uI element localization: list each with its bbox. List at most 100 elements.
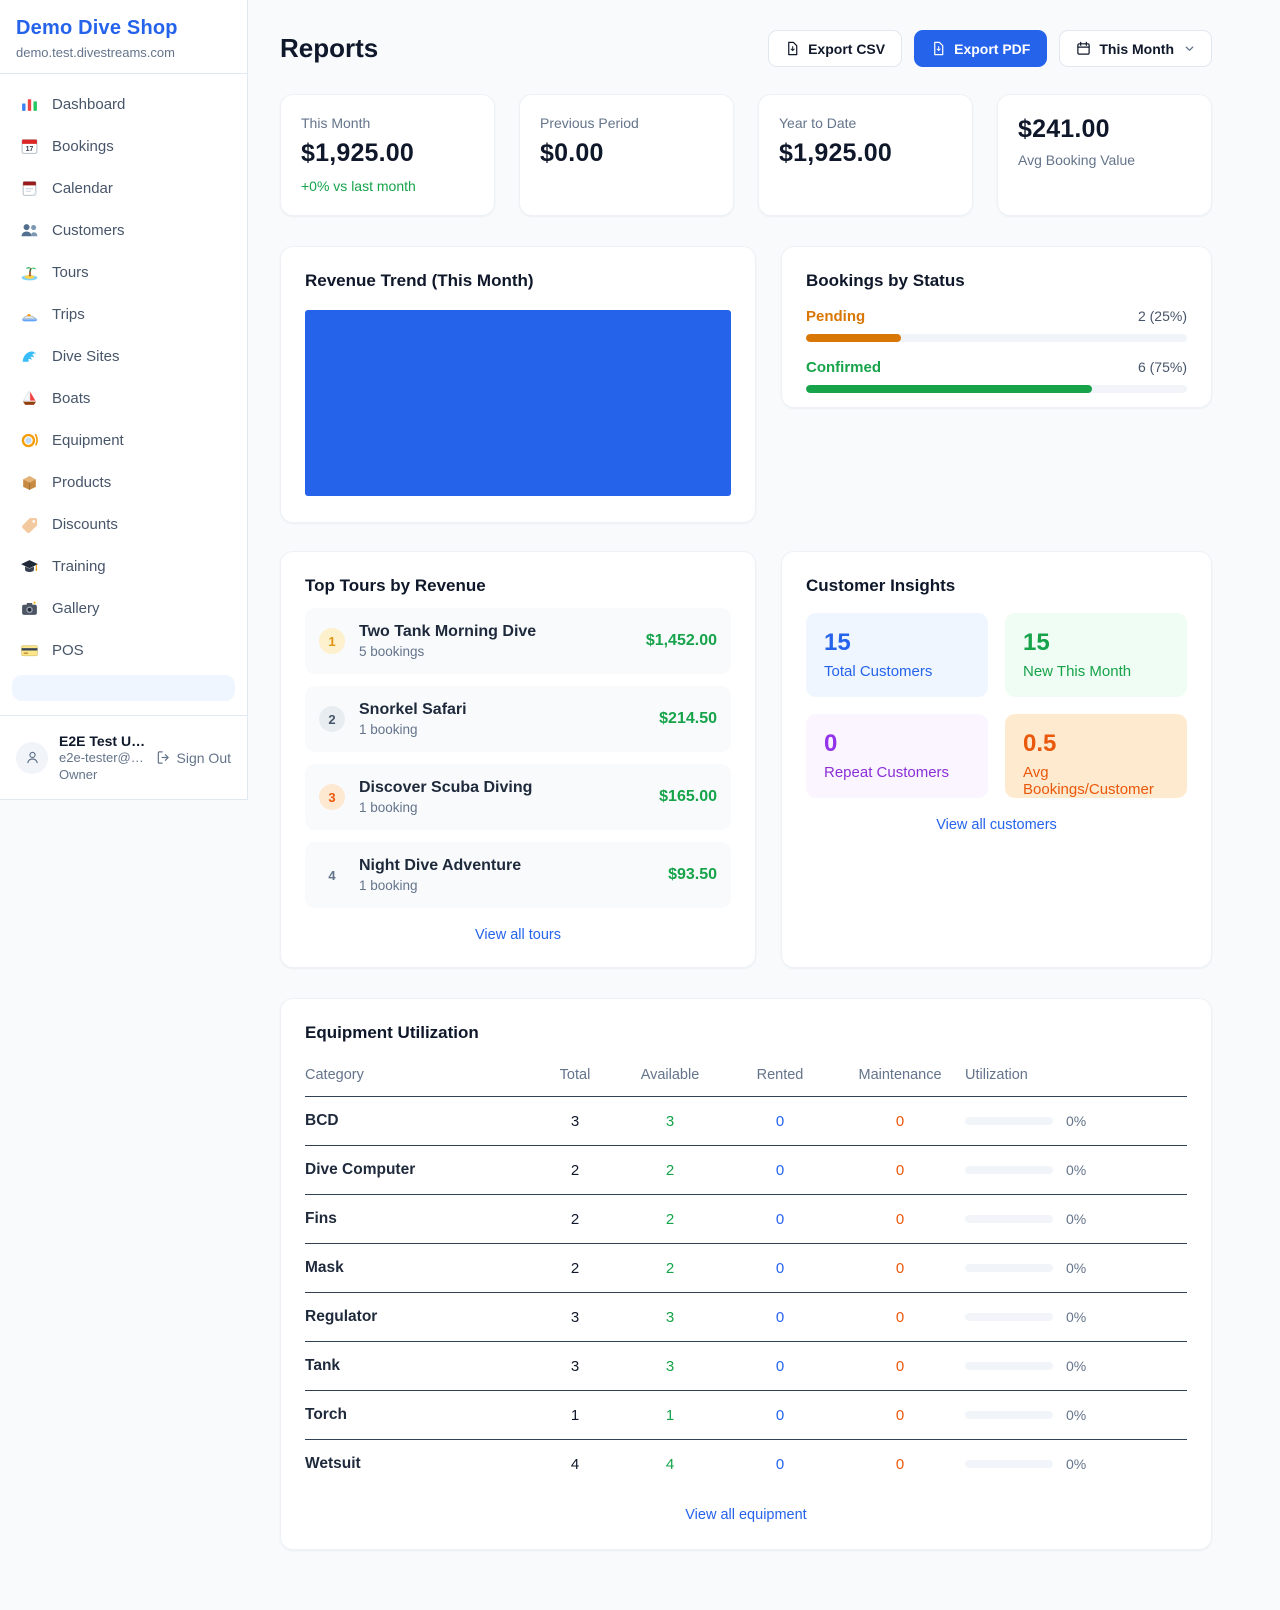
sidebar-item-label: Gallery: [52, 600, 100, 617]
sign-out-button[interactable]: Sign Out: [156, 750, 231, 766]
sidebar-item-label: Equipment: [52, 432, 124, 449]
equipment-total: 3: [535, 1096, 615, 1146]
tour-row: 1 Two Tank Morning Dive 5 bookings $1,45…: [305, 608, 731, 674]
view-all-equipment-link[interactable]: View all equipment: [685, 1507, 807, 1523]
dive-mask-icon: [21, 433, 38, 448]
table-row: Wetsuit 4 4 0 0 0%: [305, 1440, 1187, 1489]
equipment-available: 3: [615, 1292, 725, 1342]
island-icon: [21, 267, 38, 281]
utilization-bar-track: [965, 1313, 1053, 1321]
equipment-maintenance: 0: [835, 1243, 965, 1293]
equipment-total: 3: [535, 1292, 615, 1342]
equipment-maintenance: 0: [835, 1341, 965, 1391]
utilization-text: 0%: [1066, 1260, 1087, 1276]
user-role: Owner: [59, 766, 98, 782]
sidebar-item-gallery[interactable]: Gallery: [8, 591, 239, 626]
sidebar-item-label: Boats: [52, 390, 91, 407]
status-bar-track: [806, 385, 1187, 393]
equipment-rented: 0: [725, 1243, 835, 1293]
sidebar-nav: Dashboard 17 Bookings Calendar Customers…: [0, 74, 247, 715]
rank-badge: 2: [319, 706, 345, 732]
status-bar-fill: [806, 385, 1092, 393]
sidebar-item-equipment[interactable]: Equipment: [8, 423, 239, 458]
stat-label: Previous Period: [540, 115, 639, 131]
sidebar-item-label: Calendar: [52, 180, 113, 197]
utilization-text: 0%: [1066, 1162, 1087, 1178]
stat-card-previous-period: Previous Period $0.00: [519, 94, 734, 216]
file-download-icon: [934, 41, 944, 56]
equipment-rented: 0: [725, 1096, 835, 1146]
sidebar-user-footer: E2E Test U… e2e-tester@… Owner Sign Out: [0, 715, 247, 799]
column-header: Category: [305, 1058, 535, 1097]
sidebar-item-calendar[interactable]: Calendar: [8, 171, 239, 206]
tag-icon: [22, 517, 38, 534]
equipment-total: 2: [535, 1243, 615, 1293]
table-row: Torch 1 1 0 0 0%: [305, 1390, 1187, 1440]
stat-delta: +0% vs last month: [301, 178, 416, 194]
stat-value: $1,925.00: [301, 139, 415, 167]
tour-row: 2 Snorkel Safari 1 booking $214.50: [305, 686, 731, 752]
equipment-utilization-title: Equipment Utilization: [305, 1023, 479, 1042]
insight-value: 0: [824, 730, 838, 757]
table-row: Fins 2 2 0 0 0%: [305, 1194, 1187, 1244]
user-email: e2e-tester@…: [59, 749, 144, 765]
tour-name: Snorkel Safari: [359, 701, 467, 718]
sidebar-item-tours[interactable]: Tours: [8, 255, 239, 290]
revenue-trend-card: Revenue Trend (This Month): [280, 246, 756, 523]
table-row: Dive Computer 2 2 0 0 0%: [305, 1145, 1187, 1195]
equipment-category: Wetsuit: [305, 1455, 361, 1472]
equipment-total: 2: [535, 1145, 615, 1195]
sidebar-item-active-partial[interactable]: [12, 675, 235, 701]
tour-name: Night Dive Adventure: [359, 857, 522, 874]
equipment-rented: 0: [725, 1194, 835, 1244]
sidebar-item-label: Bookings: [52, 138, 114, 155]
utilization-cell: 0%: [965, 1211, 1187, 1227]
utilization-cell: 0%: [965, 1407, 1187, 1423]
sidebar-item-training[interactable]: Training: [8, 549, 239, 584]
sidebar-item-pos[interactable]: POS: [8, 633, 239, 668]
equipment-available: 2: [615, 1243, 725, 1293]
sidebar-item-customers[interactable]: Customers: [8, 213, 239, 248]
sidebar-item-dive-sites[interactable]: Dive Sites: [8, 339, 239, 374]
tear-off-calendar-icon: [22, 181, 37, 196]
stat-value: $241.00: [1018, 115, 1110, 143]
sidebar-item-boats[interactable]: Boats: [8, 381, 239, 416]
avatar: [16, 741, 48, 774]
wave-icon: [22, 351, 37, 362]
brand-domain: demo.test.divestreams.com: [16, 45, 175, 60]
tour-bookings: 5 bookings: [359, 644, 425, 659]
table-row: Mask 2 2 0 0 0%: [305, 1243, 1187, 1293]
insight-value: 0.5: [1023, 730, 1057, 757]
sidebar-item-dashboard[interactable]: Dashboard: [8, 87, 239, 122]
sidebar-item-products[interactable]: Products: [8, 465, 239, 500]
view-all-customers-link[interactable]: View all customers: [936, 817, 1057, 833]
export-pdf-button[interactable]: Export PDF: [914, 30, 1048, 67]
equipment-rented: 0: [725, 1390, 835, 1440]
status-bar-fill: [806, 334, 902, 342]
bookings-by-status-title: Bookings by Status: [806, 271, 965, 290]
table-row: Tank 3 3 0 0 0%: [305, 1341, 1187, 1391]
utilization-text: 0%: [1066, 1309, 1087, 1325]
customer-insights-card: Customer Insights 15 Total Customers 15 …: [781, 551, 1212, 968]
equipment-total: 4: [570, 1455, 580, 1473]
insight-tile-total-customers: 15 Total Customers: [806, 613, 988, 697]
stats-row: This Month $1,925.00 +0% vs last month P…: [280, 94, 1212, 216]
equipment-available: 3: [615, 1341, 725, 1391]
rank-badge: 3: [319, 784, 345, 810]
export-csv-button[interactable]: Export CSV: [768, 30, 903, 67]
utilization-text: 0%: [1066, 1211, 1087, 1227]
equipment-maintenance: 0: [895, 1455, 905, 1473]
person-icon: [26, 751, 38, 764]
sidebar-item-discounts[interactable]: Discounts: [8, 507, 239, 542]
file-download-icon: [788, 41, 798, 56]
period-dropdown[interactable]: This Month: [1059, 30, 1212, 67]
stat-label: This Month: [301, 115, 371, 131]
utilization-bar-track: [965, 1215, 1053, 1223]
sidebar-item-bookings[interactable]: 17 Bookings: [8, 129, 239, 164]
view-all-tours-link[interactable]: View all tours: [475, 927, 561, 943]
stat-value: $0.00: [540, 139, 604, 167]
equipment-total: 3: [535, 1341, 615, 1391]
utilization-cell: 0%: [965, 1162, 1187, 1178]
status-row-pending: Pending 2 (25%): [806, 308, 1187, 342]
sidebar-item-trips[interactable]: Trips: [8, 297, 239, 332]
